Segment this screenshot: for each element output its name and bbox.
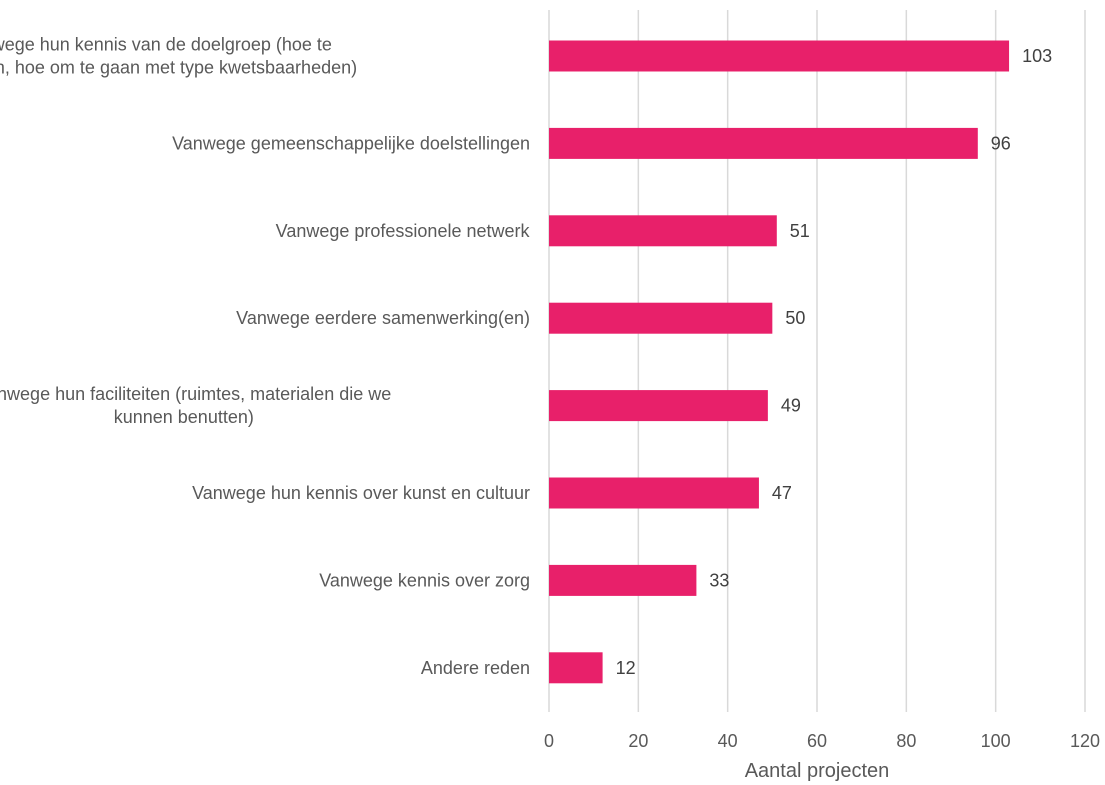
- bar: [549, 477, 759, 509]
- x-tick-label: 100: [981, 731, 1011, 751]
- data-label: 51: [790, 221, 810, 241]
- category-label: Vanwege hun kennis over kunst en cultuur: [192, 483, 530, 503]
- bar: [549, 390, 768, 422]
- bar: [549, 127, 978, 159]
- data-label: 33: [709, 570, 729, 590]
- bar: [549, 215, 777, 247]
- category-label-line: Vanwege hun kennis van de doelgroep (hoe…: [0, 35, 332, 55]
- data-labels: 103 96 51 50 49 47 33 12: [616, 46, 1053, 678]
- category-label-line: bereiken, hoe om te gaan met type kwetsb…: [0, 58, 357, 78]
- category-label-line: kunnen benutten): [114, 407, 254, 427]
- category-label-line: Vanwege professionele netwerk: [276, 221, 531, 241]
- bar: [549, 40, 1010, 72]
- category-label: Vanwege hun faciliteiten (ruimtes, mater…: [0, 384, 391, 427]
- category-label: Vanwege professionele netwerk: [276, 221, 531, 241]
- category-label-line: Vanwege gemeenschappelijke doelstellinge…: [172, 133, 530, 153]
- bar: [549, 652, 603, 684]
- bars: [549, 40, 1010, 684]
- category-label: Andere reden: [421, 658, 530, 678]
- category-labels: Vanwege hun kennis van de doelgroep (hoe…: [0, 35, 530, 678]
- x-tick-label: 60: [807, 731, 827, 751]
- x-tick-label: 0: [544, 731, 554, 751]
- x-tick-labels: 0 20 40 60 80 100 120: [544, 731, 1100, 751]
- data-label: 96: [991, 133, 1011, 153]
- category-label: Vanwege gemeenschappelijke doelstellinge…: [172, 133, 530, 153]
- category-label-line: Vanwege eerdere samenwerking(en): [236, 308, 530, 328]
- data-label: 12: [616, 658, 636, 678]
- category-label-line: Vanwege hun kennis over kunst en cultuur: [192, 483, 530, 503]
- category-label-line: Vanwege kennis over zorg: [319, 570, 530, 590]
- x-tick-label: 80: [896, 731, 916, 751]
- bar: [549, 302, 773, 334]
- x-tick-label: 40: [718, 731, 738, 751]
- bar: [549, 564, 697, 596]
- data-label: 49: [781, 396, 801, 416]
- category-label: Vanwege kennis over zorg: [319, 570, 530, 590]
- gridlines: [548, 10, 1086, 712]
- data-label: 50: [785, 308, 805, 328]
- category-label-line: Vanwege hun faciliteiten (ruimtes, mater…: [0, 384, 391, 404]
- x-tick-label: 120: [1070, 731, 1100, 751]
- x-tick-label: 20: [628, 731, 648, 751]
- data-label: 47: [772, 483, 792, 503]
- x-axis-title: Aantal projecten: [745, 760, 890, 782]
- category-label: Vanwege hun kennis van de doelgroep (hoe…: [0, 35, 357, 78]
- data-label: 103: [1022, 46, 1052, 66]
- category-label-line: Andere reden: [421, 658, 530, 678]
- category-label: Vanwege eerdere samenwerking(en): [236, 308, 530, 328]
